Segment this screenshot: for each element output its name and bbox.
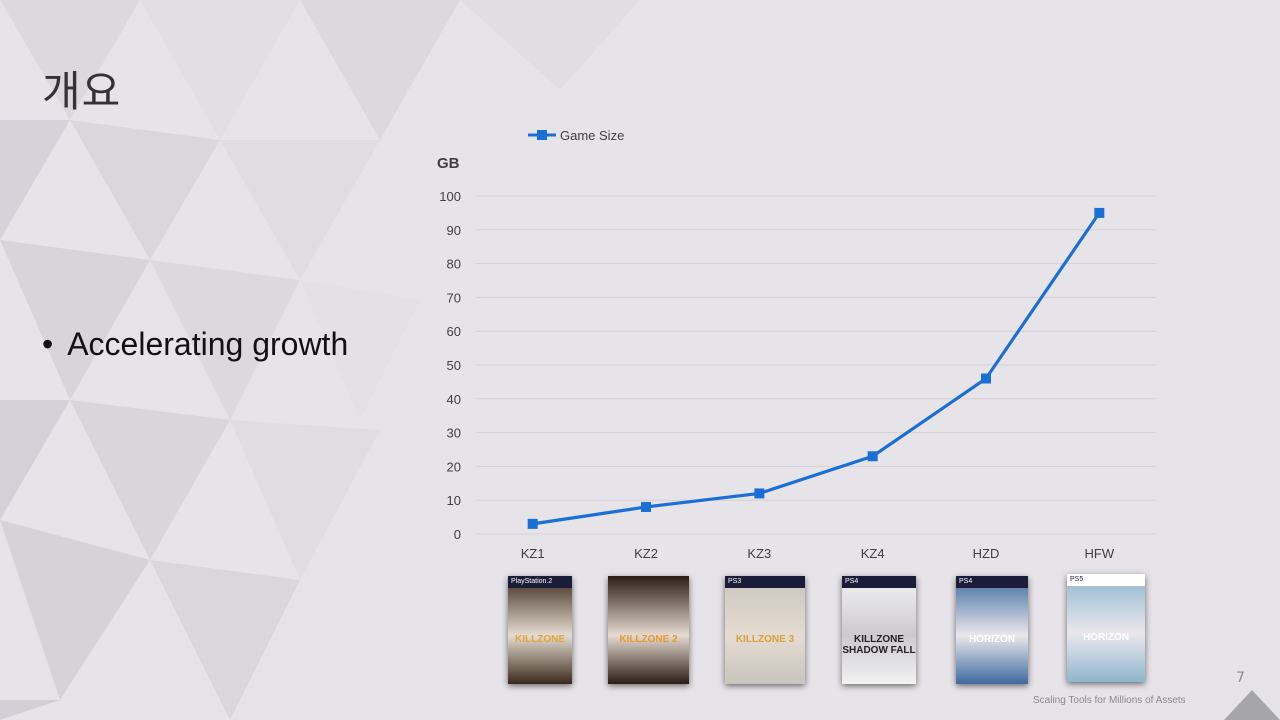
cover-title: KILLZONE 3 [735, 634, 795, 645]
x-category-label-hzd: HZD [973, 546, 1000, 561]
slide-title: 개요 [42, 67, 122, 116]
y-tick-label: 80 [447, 257, 461, 272]
x-category-label-kz2: KZ2 [634, 546, 658, 561]
cover-platform-banner: PS4 [842, 576, 916, 588]
legend-marker-swatch [537, 130, 547, 140]
x-category-label-kz1: KZ1 [521, 546, 545, 561]
cover-title: KILLZONE [515, 634, 565, 645]
data-point-kz4 [867, 451, 878, 462]
cover-platform-banner: PlayStation.2 [508, 576, 572, 588]
x-category-label-hfw: HFW [1085, 546, 1115, 561]
slide-footer: Scaling Tools for Millions of Assets [1033, 695, 1186, 706]
y-tick-label: 90 [447, 223, 461, 238]
data-point-kz1 [527, 518, 538, 529]
cover-platform-banner: PS4 [956, 576, 1028, 588]
cover-platform-banner: PS3 [725, 576, 805, 588]
bullet-text: Accelerating growth [67, 326, 349, 362]
y-axis-label: GB [437, 155, 460, 172]
chart-y-ticks: 0 10 20 30 40 50 60 70 80 90 100 [439, 189, 461, 542]
cover-platform-banner [608, 576, 689, 588]
chart-legend: Game Size [528, 128, 624, 143]
y-tick-label: 100 [439, 189, 461, 204]
cover-platform-banner: PS5 [1067, 574, 1145, 586]
corner-triangle-icon [1224, 690, 1280, 720]
data-point-kz3 [754, 488, 765, 499]
page-number: 7 [1236, 670, 1245, 686]
data-point-hzd [981, 373, 991, 384]
chart-gridlines [476, 195, 1156, 535]
game-cover-kz4: PS4 KILLZONE SHADOW FALL [842, 576, 916, 684]
y-tick-label: 50 [447, 358, 461, 373]
y-tick-label: 0 [454, 527, 461, 542]
data-point-hfw [1094, 207, 1105, 218]
x-category-label-kz3: KZ3 [747, 546, 771, 561]
y-tick-label: 10 [447, 493, 461, 508]
game-cover-hzd: PS4 HORIZON [956, 576, 1028, 684]
y-tick-label: 40 [447, 392, 461, 407]
data-point-kz2 [641, 501, 651, 512]
game-cover-kz3: PS3 KILLZONE 3 [725, 576, 805, 684]
y-tick-label: 30 [447, 426, 461, 441]
game-cover-kz1: PlayStation.2 KILLZONE [508, 576, 572, 684]
cover-title: HORIZON [968, 634, 1016, 645]
cover-title: KILLZONE SHADOW FALL [842, 634, 916, 656]
y-tick-label: 60 [447, 324, 461, 339]
game-cover-hfw: PS5 HORIZON [1067, 574, 1145, 682]
cover-title: HORIZON [1082, 632, 1130, 643]
series-line-game-size [532, 211, 1101, 526]
game-cover-kz2: KILLZONE 2 [608, 576, 689, 684]
cover-title: KILLZONE 2 [619, 634, 678, 645]
y-tick-label: 70 [447, 290, 461, 305]
chart-series-game-size [527, 207, 1105, 529]
chart-x-categories: KZ1 KZ2 KZ3 KZ4 HZD HFW [521, 546, 1115, 561]
x-category-label-kz4: KZ4 [861, 546, 885, 561]
legend-label-game-size: Game Size [560, 128, 624, 143]
y-tick-label: 20 [447, 459, 461, 474]
bullet-item: • Accelerating growth [42, 326, 348, 363]
bullet-dot: • [42, 326, 54, 362]
